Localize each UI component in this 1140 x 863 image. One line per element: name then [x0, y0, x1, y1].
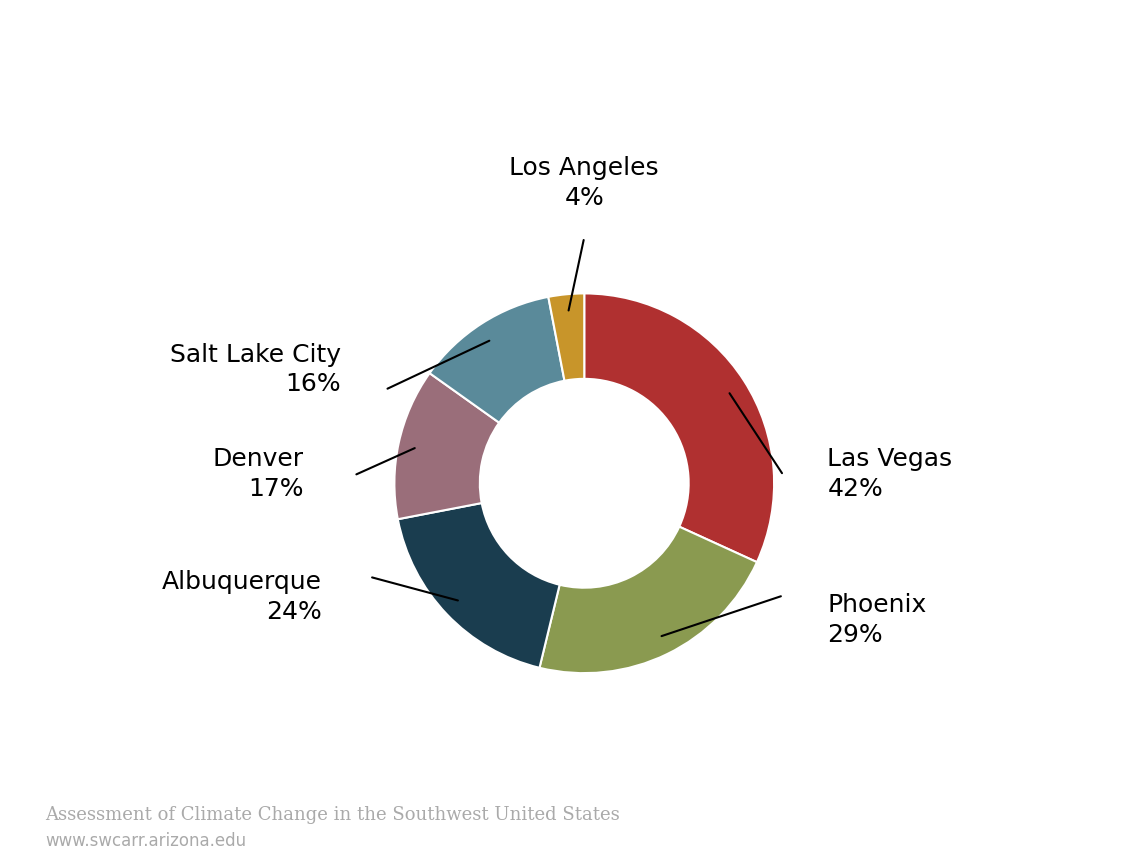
Wedge shape	[539, 526, 757, 673]
Wedge shape	[548, 293, 585, 381]
Text: www.swcarr.arizona.edu: www.swcarr.arizona.edu	[46, 832, 246, 850]
Text: Los Angeles
4%: Los Angeles 4%	[510, 156, 659, 211]
Text: Las Vegas
42%: Las Vegas 42%	[828, 447, 952, 501]
Wedge shape	[394, 373, 499, 520]
Text: Phoenix
29%: Phoenix 29%	[828, 593, 927, 647]
Wedge shape	[584, 293, 774, 562]
Wedge shape	[398, 503, 560, 668]
Wedge shape	[430, 297, 564, 423]
Text: Albuquerque
24%: Albuquerque 24%	[162, 570, 323, 624]
Text: Salt Lake City
16%: Salt Lake City 16%	[170, 343, 341, 396]
Text: Assessment of Climate Change in the Southwest United States: Assessment of Climate Change in the Sout…	[46, 806, 620, 824]
Text: Denver
17%: Denver 17%	[212, 447, 303, 501]
